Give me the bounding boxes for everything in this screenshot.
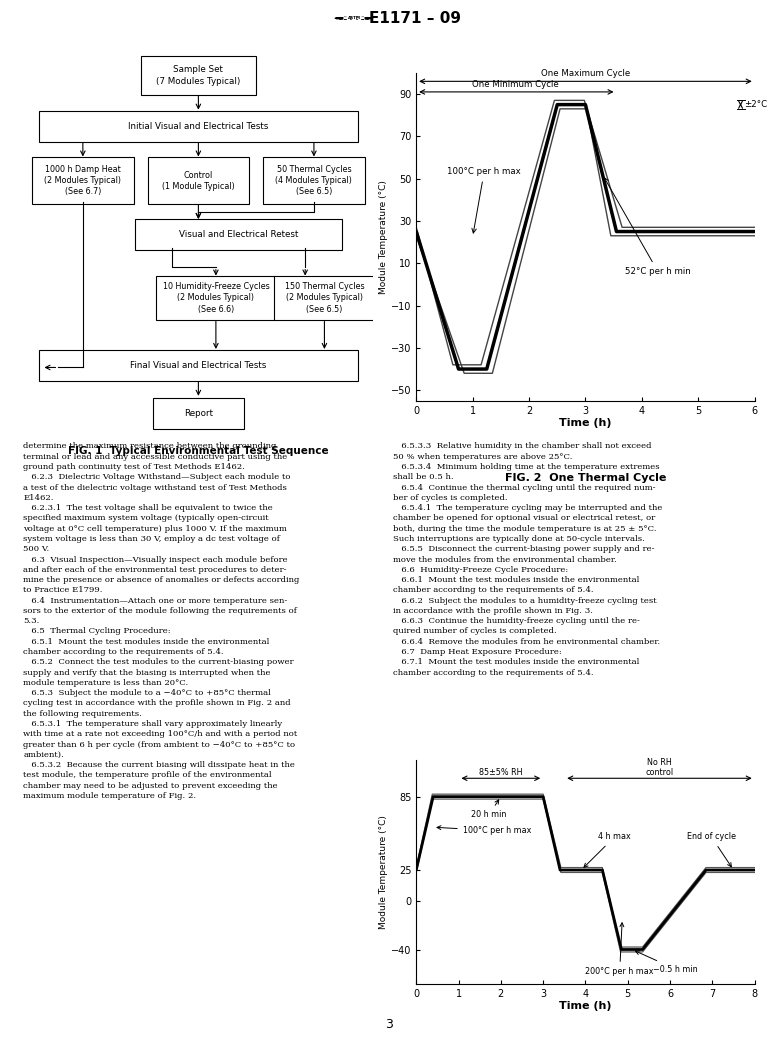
- Text: 3: 3: [385, 1018, 393, 1031]
- Text: Initial Visual and Electrical Tests: Initial Visual and Electrical Tests: [128, 122, 268, 131]
- X-axis label: Time (h): Time (h): [559, 1001, 612, 1012]
- Text: Control
(1 Module Typical): Control (1 Module Typical): [162, 171, 235, 191]
- FancyBboxPatch shape: [263, 157, 365, 204]
- Text: 200°C per h max: 200°C per h max: [585, 922, 654, 976]
- Text: Sample Set
(7 Modules Typical): Sample Set (7 Modules Typical): [156, 66, 240, 85]
- Text: Final Visual and Electrical Tests: Final Visual and Electrical Tests: [130, 361, 267, 370]
- Text: 85±5% RH: 85±5% RH: [479, 768, 523, 777]
- Text: 1000 h Damp Heat
(2 Modules Typical)
(See 6.7): 1000 h Damp Heat (2 Modules Typical) (Se…: [44, 166, 121, 197]
- X-axis label: Time (h): Time (h): [559, 418, 612, 429]
- Text: 52°C per h min: 52°C per h min: [605, 178, 691, 276]
- Text: −0.5 h min: −0.5 h min: [636, 950, 698, 973]
- Text: 20 h min: 20 h min: [471, 799, 506, 819]
- FancyBboxPatch shape: [39, 110, 358, 142]
- Text: 6.5.3.3  Relative humidity in the chamber shall not exceed
50 % when temperature: 6.5.3.3 Relative humidity in the chamber…: [393, 442, 662, 677]
- Text: 100°C per h max: 100°C per h max: [447, 168, 521, 233]
- Y-axis label: Module Temperature (°C): Module Temperature (°C): [379, 180, 388, 294]
- Text: determine the maximum resistance between the grounding
terminal or lead and any : determine the maximum resistance between…: [23, 442, 300, 799]
- Text: One Maximum Cycle: One Maximum Cycle: [541, 69, 630, 78]
- FancyBboxPatch shape: [39, 350, 358, 381]
- FancyBboxPatch shape: [156, 276, 275, 321]
- FancyBboxPatch shape: [32, 157, 134, 204]
- FancyBboxPatch shape: [148, 157, 249, 204]
- Text: Report: Report: [184, 409, 213, 417]
- Text: 50 Thermal Cycles
(4 Modules Typical)
(See 6.5): 50 Thermal Cycles (4 Modules Typical) (S…: [275, 166, 352, 197]
- Text: No RH
control: No RH control: [646, 758, 674, 777]
- Text: ±2°C: ±2°C: [745, 100, 768, 109]
- FancyBboxPatch shape: [135, 220, 342, 251]
- Text: 100°C per h max: 100°C per h max: [437, 826, 531, 835]
- Text: ASTM: ASTM: [348, 17, 360, 20]
- Text: One Minimum Cycle: One Minimum Cycle: [471, 80, 559, 88]
- Text: End of cycle: End of cycle: [687, 833, 736, 867]
- Text: 150 Thermal Cycles
(2 Modules Typical)
(See 6.5): 150 Thermal Cycles (2 Modules Typical) (…: [285, 282, 364, 313]
- FancyBboxPatch shape: [274, 276, 375, 321]
- Text: FIG. 1  Typical Environmental Test Sequence: FIG. 1 Typical Environmental Test Sequen…: [68, 447, 328, 456]
- Text: E1171 – 09: E1171 – 09: [369, 10, 461, 26]
- Text: FIG. 2  One Thermal Cycle: FIG. 2 One Thermal Cycle: [505, 473, 666, 483]
- FancyBboxPatch shape: [153, 398, 244, 429]
- FancyBboxPatch shape: [141, 56, 256, 95]
- Text: Visual and Electrical Retest: Visual and Electrical Retest: [179, 230, 298, 239]
- Y-axis label: Module Temperature (°C): Module Temperature (°C): [379, 815, 388, 929]
- Text: 10 Humidity-Freeze Cycles
(2 Modules Typical)
(See 6.6): 10 Humidity-Freeze Cycles (2 Modules Typ…: [163, 282, 269, 313]
- Text: 4 h max: 4 h max: [584, 833, 631, 867]
